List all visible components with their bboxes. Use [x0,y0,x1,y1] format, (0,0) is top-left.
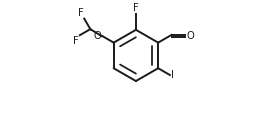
Text: O: O [186,31,194,41]
Text: O: O [93,31,101,41]
Text: F: F [133,3,139,13]
Text: F: F [78,8,84,18]
Text: F: F [73,36,79,46]
Text: I: I [171,70,173,80]
